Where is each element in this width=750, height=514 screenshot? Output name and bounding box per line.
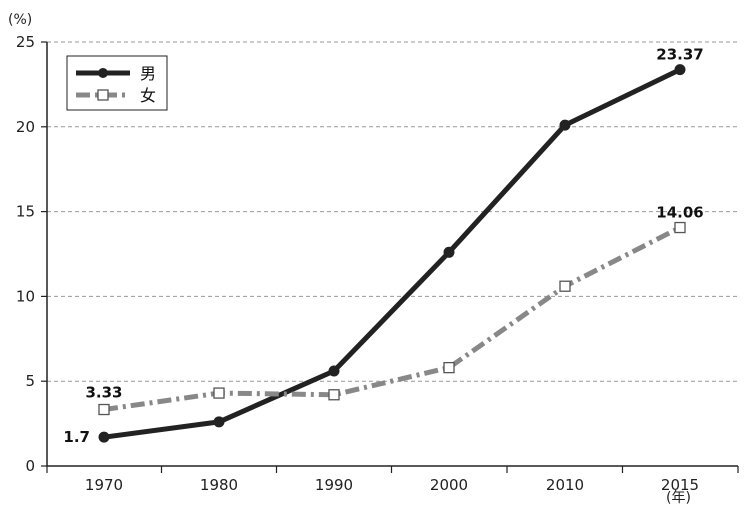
y-tick-label-10: 10 xyxy=(16,287,35,305)
x-tick-label-2010: 2010 xyxy=(546,476,584,494)
x-unit-label: (年) xyxy=(666,490,691,506)
x-tick-label-2015: 2015 xyxy=(661,476,699,494)
legend: 男 女 xyxy=(66,55,168,111)
grid-lines xyxy=(47,41,738,382)
y-unit-label: (%) xyxy=(8,12,32,28)
point-male-2000 xyxy=(443,246,455,258)
point-female-1970 xyxy=(98,403,110,416)
y-tick-label-25: 25 xyxy=(16,33,35,51)
data-label-male-1970: 1.7 xyxy=(63,428,90,446)
point-male-1970 xyxy=(98,431,110,443)
x-tick-label-1980: 1980 xyxy=(200,476,238,494)
y-axis-ticks: 0 5 10 15 20 25 xyxy=(16,33,47,475)
y-tick-label-5: 5 xyxy=(25,372,35,390)
point-female-2010 xyxy=(559,280,571,292)
x-tick-label-1970: 1970 xyxy=(85,476,123,494)
point-male-2015 xyxy=(674,64,686,76)
x-axis-ticks: 1970 1980 1990 2000 2010 2015 xyxy=(46,466,739,494)
data-label-female-2015: 14.06 xyxy=(656,204,703,222)
y-tick-label-15: 15 xyxy=(16,203,35,221)
x-tick-label-1990: 1990 xyxy=(315,476,353,494)
point-male-1990 xyxy=(328,365,340,377)
legend-marker-female xyxy=(97,89,109,101)
y-tick-label-20: 20 xyxy=(16,118,35,136)
series-group xyxy=(98,64,686,443)
data-labels: 1.7 23.37 3.33 14.06 xyxy=(63,46,703,447)
point-female-2015 xyxy=(674,221,686,234)
point-female-1980 xyxy=(213,387,225,399)
data-label-female-1970: 3.33 xyxy=(85,384,122,402)
point-male-1980 xyxy=(213,416,225,428)
series-line-female xyxy=(103,225,682,412)
legend-marker-male xyxy=(98,68,108,78)
data-label-male-2015: 23.37 xyxy=(656,46,703,64)
point-female-1990 xyxy=(328,389,340,401)
y-tick-label-0: 0 xyxy=(25,457,35,475)
point-male-2010 xyxy=(559,119,571,131)
legend-box xyxy=(66,55,168,111)
series-line-male xyxy=(103,67,682,440)
legend-label-male: 男 xyxy=(140,64,156,83)
legend-label-female: 女 xyxy=(140,86,156,105)
x-tick-label-2000: 2000 xyxy=(430,476,468,494)
point-female-2000 xyxy=(443,361,455,374)
